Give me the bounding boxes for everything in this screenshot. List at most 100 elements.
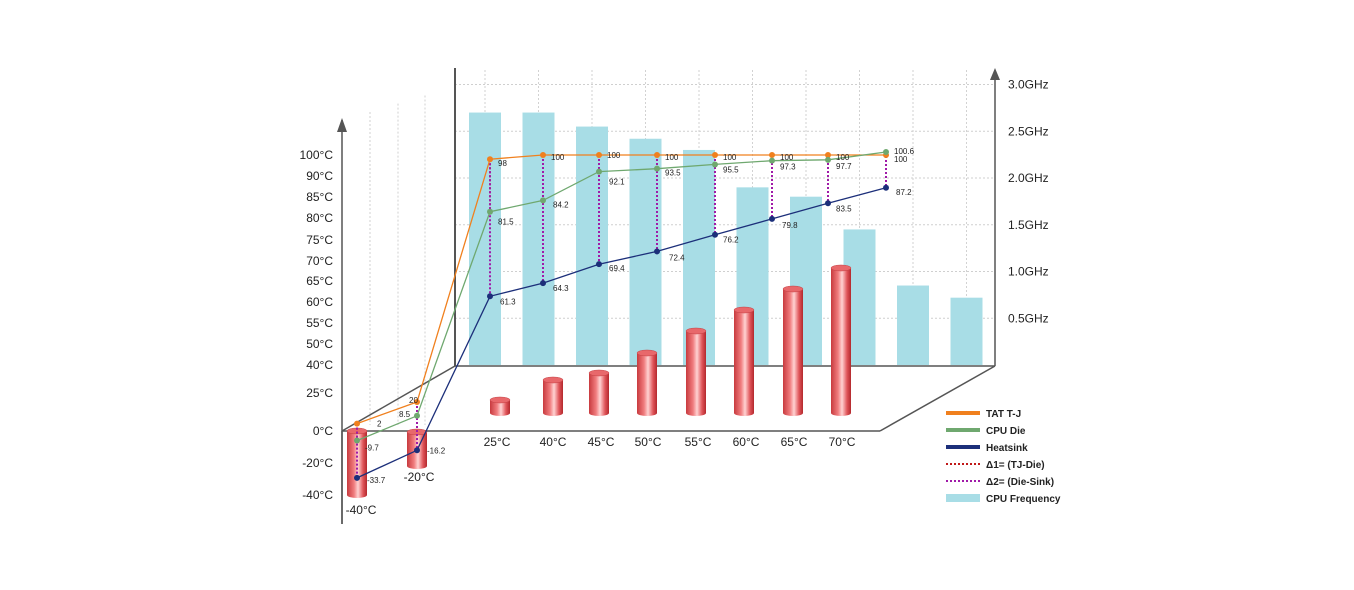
temperature-tick-label: 0°C	[313, 424, 333, 438]
ambient-cylinder-top	[542, 376, 564, 384]
temperature-axis-arrow	[337, 118, 347, 132]
series-line-heatsink	[356, 187, 887, 479]
series-point	[540, 152, 546, 158]
category-label: -40°C	[346, 503, 377, 517]
ambient-cylinder	[543, 380, 563, 416]
series-line-cpu-die	[356, 151, 887, 442]
frequency-axis-arrow	[990, 68, 1000, 80]
series-point	[769, 215, 775, 222]
series-line-tat-t-j	[356, 154, 886, 425]
temperature-tick-label: 55°C	[306, 316, 333, 330]
ambient-cylinders	[346, 264, 852, 498]
category-label: 25°C	[484, 435, 511, 449]
data-label: 84.2	[553, 200, 569, 209]
frequency-tick-label: 0.5GHz	[1008, 311, 1049, 325]
floor-right-edge	[879, 365, 996, 432]
ambient-cylinder-top	[588, 369, 610, 377]
series-point	[825, 200, 831, 207]
ambient-cylinder-top	[733, 306, 755, 314]
category-label: 55°C	[685, 435, 712, 449]
data-label: -33.7	[367, 476, 386, 485]
legend-label: Δ2= (Die-Sink)	[986, 477, 1054, 488]
series-point	[654, 152, 660, 158]
frequency-tick-label: 1.5GHz	[1008, 218, 1049, 232]
series-point	[596, 152, 602, 158]
data-label: 83.5	[836, 204, 852, 213]
series-point	[712, 152, 718, 158]
data-label: 97.7	[836, 162, 852, 171]
category-label: 50°C	[635, 435, 662, 449]
data-label: 2	[377, 420, 382, 429]
ambient-cylinder-top	[489, 396, 511, 404]
data-label: -9.7	[365, 444, 379, 453]
series-point	[414, 412, 420, 419]
data-label: 100.6	[894, 147, 915, 156]
temperature-tick-label: 40°C	[306, 358, 333, 372]
legend: TAT T-J CPU Die Heatsink Δ1= (TJ-Die) Δ2= (D…	[946, 409, 1061, 505]
category-label: -20°C	[404, 470, 435, 484]
series-point	[712, 231, 718, 238]
temperature-tick-label: 75°C	[306, 233, 333, 247]
temperature-tick-label: 90°C	[306, 169, 333, 183]
series-point	[354, 474, 360, 481]
data-label: 61.3	[500, 297, 516, 306]
series-point	[825, 152, 831, 158]
data-label: 100	[665, 153, 679, 162]
data-label: 100	[607, 151, 621, 160]
data-label: 100	[551, 153, 565, 162]
legend-label: CPU Die	[986, 426, 1026, 437]
ambient-cylinder	[637, 353, 657, 416]
data-label: 8.5	[399, 410, 411, 419]
series-point	[596, 261, 602, 268]
series-point	[414, 399, 420, 405]
series-point	[540, 197, 546, 204]
data-label: 72.4	[669, 253, 685, 262]
ambient-cylinder	[783, 289, 803, 416]
legend-label: Δ1= (TJ-Die)	[986, 460, 1045, 471]
series-point	[487, 156, 493, 163]
series-point	[769, 157, 775, 164]
legend-swatch	[946, 494, 980, 502]
ambient-cylinder-top	[782, 285, 804, 293]
data-label: 92.1	[609, 178, 625, 187]
series-point	[354, 420, 360, 427]
data-labels: 2 20 98 100 100 100 100 100 100 100 -9.7 8.5 81.5 84.…	[365, 147, 915, 485]
ambient-cylinder	[490, 400, 510, 416]
data-label: 20	[409, 396, 418, 405]
frequency-bar	[469, 112, 501, 365]
category-label: 65°C	[781, 435, 808, 449]
data-label: -16.2	[427, 446, 446, 455]
series-point	[487, 293, 493, 300]
series-point	[654, 165, 660, 172]
data-label: 93.5	[665, 169, 681, 178]
ambient-cylinder	[686, 331, 706, 416]
data-label: 98	[498, 159, 507, 168]
series-point	[654, 248, 660, 255]
temperature-tick-label: -40°C	[302, 488, 333, 502]
frequency-tick-label: 2.0GHz	[1008, 171, 1049, 185]
frequency-bar	[950, 297, 983, 365]
series-point	[883, 149, 889, 155]
temperature-tick-label: 25°C	[306, 386, 333, 400]
category-label: 70°C	[829, 435, 856, 449]
data-label: 100	[894, 155, 908, 164]
frequency-bar	[522, 112, 555, 365]
ambient-cylinder-top	[685, 327, 707, 335]
series-point	[354, 437, 360, 444]
data-label: 95.5	[723, 165, 739, 174]
temperature-tick-label: 85°C	[306, 190, 333, 204]
series-point	[769, 152, 775, 158]
temperature-tick-label: 100°C	[300, 148, 334, 162]
frequency-tick-label: 1.0GHz	[1008, 265, 1049, 279]
data-label: 100	[780, 153, 794, 162]
data-label: 69.4	[609, 264, 625, 273]
ambient-cylinder-top	[636, 349, 658, 357]
temperature-tick-label: 60°C	[306, 295, 333, 309]
category-label: 40°C	[540, 435, 567, 449]
temperature-tick-label: 70°C	[306, 254, 333, 268]
category-label: 60°C	[733, 435, 760, 449]
ambient-cylinder-top	[830, 264, 852, 272]
series-point	[883, 184, 889, 191]
temperature-tick-label: 65°C	[306, 274, 333, 288]
data-label: 64.3	[553, 284, 569, 293]
